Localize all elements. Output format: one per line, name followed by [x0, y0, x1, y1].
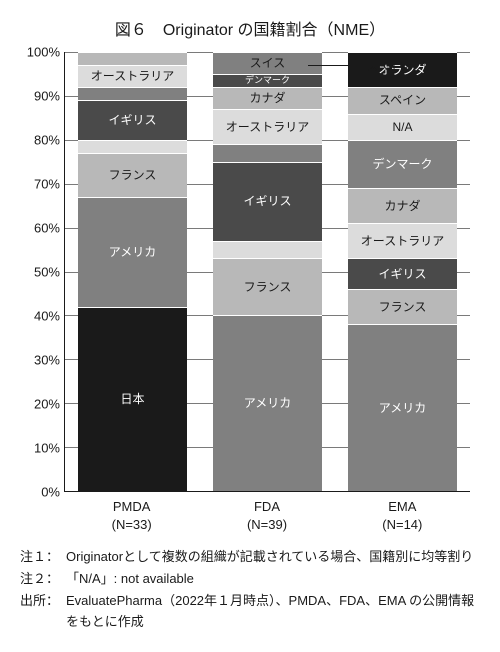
bar-segment: イギリス — [78, 100, 187, 140]
footnote-label: 注２： — [20, 569, 66, 589]
bar-segment: カナダ — [213, 87, 322, 109]
bar-segment: オーストラリア — [213, 109, 322, 144]
bar-segment: イギリス — [213, 162, 322, 241]
bar-segment: 日本 — [78, 307, 187, 491]
bar-segment: デンマーク — [213, 74, 322, 87]
y-tick-label: 100% — [20, 45, 60, 60]
bar: 日本アメリカフランス イギリス オーストラリア — [78, 52, 187, 491]
y-tick-label: 20% — [20, 397, 60, 412]
bar-segment: アメリカ — [348, 324, 457, 491]
bar-segment — [213, 241, 322, 259]
bar-segment — [213, 144, 322, 162]
y-tick-label: 80% — [20, 133, 60, 148]
category-n: (N=14) — [348, 516, 458, 534]
bar-segment: アメリカ — [78, 197, 187, 307]
bar-segment: フランス — [78, 153, 187, 197]
footnote-text: Originatorとして複数の組織が記載されている場合、国籍別に均等割り — [66, 547, 480, 567]
footnote-label: 出所： — [20, 591, 66, 631]
x-axis-category: PMDA(N=33) — [77, 498, 187, 533]
x-axis-category: FDA(N=39) — [212, 498, 322, 533]
chart-area: 日本アメリカフランスイギリスオーストラリアアメリカフランスイギリスオーストラリア… — [64, 52, 470, 492]
bar: アメリカフランスイギリスオーストラリアカナダデンマークN/Aスペインオランダ — [348, 52, 457, 491]
bar-segment — [78, 87, 187, 100]
footnote-label: 注１： — [20, 547, 66, 567]
x-axis-category: EMA(N=14) — [348, 498, 458, 533]
y-tick-label: 60% — [20, 221, 60, 236]
bar: アメリカフランス イギリス オーストラリアカナダデンマークスイス — [213, 52, 322, 491]
footnote-row: 出所：EvaluatePharma（2022年１月時点）、PMDA、FDA、EM… — [20, 591, 480, 631]
y-tick-label: 0% — [20, 485, 60, 500]
category-n: (N=39) — [212, 516, 322, 534]
plot-area: 日本アメリカフランスイギリスオーストラリアアメリカフランスイギリスオーストラリア… — [64, 52, 470, 492]
bar-segment: デンマーク — [348, 140, 457, 188]
bar-segment: フランス — [213, 258, 322, 315]
x-axis-labels: PMDA(N=33) FDA(N=39) EMA(N=14) — [64, 498, 470, 533]
bar-segment: オーストラリア — [348, 223, 457, 258]
y-tick-label: 70% — [20, 177, 60, 192]
callout-label: スペイン — [367, 58, 410, 74]
bar-segment — [78, 52, 187, 65]
footnotes: 注１：Originatorとして複数の組織が記載されている場合、国籍別に均等割り… — [20, 547, 480, 632]
y-tick-label: 40% — [20, 309, 60, 324]
y-tick-label: 50% — [20, 265, 60, 280]
bar-segment: フランス — [348, 289, 457, 324]
bar-segment: アメリカ — [213, 315, 322, 491]
footnote-row: 注２：「N/A」: not available — [20, 569, 480, 589]
bar-segment: カナダ — [348, 188, 457, 223]
bar-segment: イギリス — [348, 258, 457, 289]
footnote-text: 「N/A」: not available — [66, 569, 480, 589]
y-tick-label: 30% — [20, 353, 60, 368]
footnote-row: 注１：Originatorとして複数の組織が記載されている場合、国籍別に均等割り — [20, 547, 480, 567]
bar-segment: N/A — [348, 114, 457, 140]
chart-title: 図６ Originator の国籍割合（NME） — [20, 16, 480, 40]
category-name: EMA — [348, 498, 458, 516]
category-name: FDA — [212, 498, 322, 516]
bar-segment: オーストラリア — [78, 65, 187, 87]
y-tick-label: 90% — [20, 89, 60, 104]
bar-segment: スイス — [213, 52, 322, 74]
bar-segment: スペイン — [348, 87, 457, 113]
bar-segment — [78, 140, 187, 153]
callout-line — [308, 65, 365, 66]
y-tick-label: 10% — [20, 441, 60, 456]
stacked-bars: 日本アメリカフランスイギリスオーストラリアアメリカフランスイギリスオーストラリア… — [65, 52, 470, 491]
footnote-text: EvaluatePharma（2022年１月時点）、PMDA、FDA、EMA の… — [66, 591, 480, 631]
category-n: (N=33) — [77, 516, 187, 534]
category-name: PMDA — [77, 498, 187, 516]
